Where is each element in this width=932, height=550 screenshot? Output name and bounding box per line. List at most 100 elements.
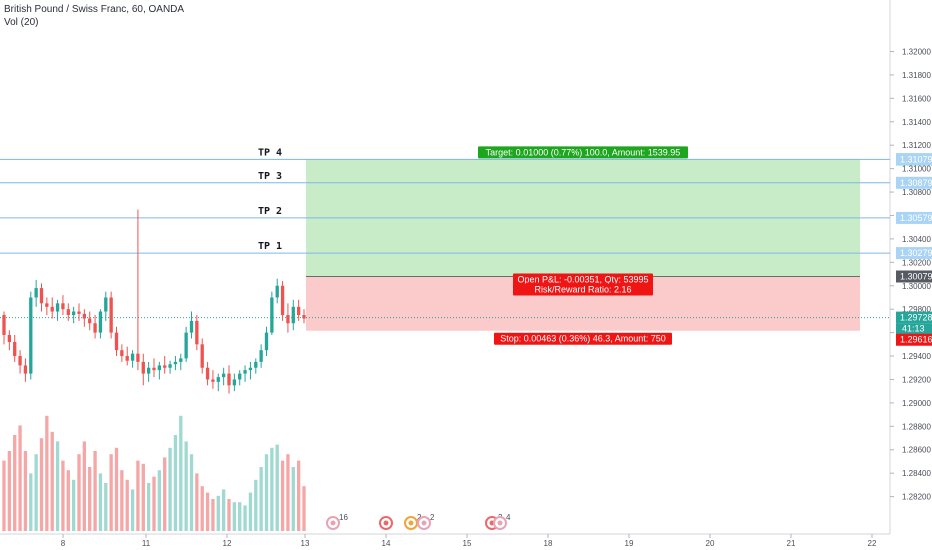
price-tick-label: 1.32000 [902, 47, 931, 56]
price-tick-label: 1.31000 [902, 165, 931, 174]
candle-body [71, 311, 76, 316]
candle-body [45, 303, 49, 307]
time-tick-label: 20 [706, 539, 715, 548]
candle-body [61, 303, 65, 310]
risk-reward-label-bg [513, 283, 653, 296]
volume-bar [291, 467, 295, 531]
candle-body [179, 358, 183, 362]
volume-bar [141, 463, 145, 531]
price-tick-label: 1.30000 [902, 282, 931, 291]
time-tick-label: 19 [625, 539, 634, 548]
time-tick-label: 15 [463, 539, 472, 548]
time-tick-label: 13 [301, 539, 310, 548]
volume-bar [270, 447, 274, 531]
price-tick-label: 1.28400 [902, 469, 931, 478]
volume-bar [109, 454, 113, 531]
volume-bar [205, 492, 210, 531]
price-tick-label: 1.30200 [902, 258, 931, 267]
price-tick-label: 1.28600 [902, 446, 931, 455]
volume-bar [120, 470, 124, 531]
candle-body [88, 318, 92, 324]
countdown-tag-bg [896, 323, 932, 335]
candle-body [195, 320, 199, 345]
volume-bar [125, 479, 129, 531]
candle-body [114, 332, 119, 351]
candle-body [125, 356, 129, 361]
stop-price-tag: 1.29616 [900, 335, 932, 345]
volume-bar [39, 438, 44, 531]
candle-body [211, 379, 215, 382]
volume-bar [243, 505, 247, 531]
price-tick-label: 1.29200 [902, 375, 931, 384]
price-tick-label: 1.29800 [902, 305, 931, 314]
candle-body [163, 365, 167, 368]
volume-bar [71, 479, 76, 531]
candle-body [280, 285, 285, 316]
volume-bar [88, 467, 92, 531]
volume-bar [264, 454, 269, 531]
candle-body [184, 332, 188, 359]
candle-body [34, 288, 38, 298]
candle-body [302, 315, 306, 319]
volume-bar [13, 435, 17, 531]
pnl-label-bg [513, 273, 653, 286]
volume-bar [189, 454, 194, 531]
candle-body [104, 297, 108, 312]
volume-bar [163, 457, 167, 531]
price-tick-label: 1.29000 [902, 399, 931, 408]
price-tick-label: 1.31400 [902, 118, 931, 127]
tp-price-tag: 1.31079 [900, 154, 932, 164]
volume-indicator-label[interactable]: Vol (20) [4, 17, 39, 28]
volume-bar [227, 499, 231, 531]
volume-bar [184, 441, 188, 531]
price-tick-label: 1.30800 [902, 188, 931, 197]
candle-body [248, 367, 253, 371]
price-tick-label: 1.28800 [902, 422, 931, 431]
tp-price-tag-bg [896, 176, 932, 189]
candle-body [152, 367, 156, 371]
tp-price-tag-bg [896, 153, 932, 166]
event-marker-count: 4 [506, 513, 511, 522]
volume-bar [114, 447, 119, 531]
volume-bar [200, 486, 204, 531]
candle-body [50, 306, 54, 312]
volume-bar [173, 435, 178, 531]
tp-level-label: TP 4 [258, 147, 282, 158]
candle-body [254, 361, 258, 368]
event-marker-dot [408, 520, 414, 526]
candle-body [296, 306, 301, 316]
volume-bar [232, 502, 237, 531]
volume-bar [275, 444, 279, 531]
volume-bar [195, 473, 199, 531]
candle-body [130, 353, 135, 361]
tp-level-label: TP 1 [258, 241, 282, 252]
volume-bar [82, 441, 87, 531]
countdown-tag: 41:13 [902, 324, 925, 334]
volume-bar [2, 460, 6, 531]
candle-body [13, 341, 17, 357]
current-price-tag: 1.29728 [900, 313, 932, 323]
volume-bar [136, 460, 140, 531]
entry-price-tag: 1.30079 [900, 272, 932, 282]
time-tick-label: 21 [787, 539, 796, 548]
volume-bar [61, 460, 65, 531]
target-label: Target: 0.01000 (0.77%) 100.0, Amount: 1… [486, 147, 681, 157]
candle-body [238, 373, 242, 380]
volume-bar [18, 425, 22, 531]
volume-bar [34, 454, 38, 531]
pnl-label: Open P&L: -0.00351, Qty: 53995 [517, 275, 648, 285]
tp-price-tag-bg [896, 211, 932, 224]
volume-bar [216, 495, 220, 531]
candle-body [221, 373, 226, 378]
candle-body [189, 320, 194, 333]
volume-bar [211, 499, 215, 531]
volume-bar [55, 441, 60, 531]
volume-bar [286, 454, 290, 531]
candle-body [205, 367, 210, 380]
tp-price-tag: 1.30279 [900, 248, 932, 258]
candle-body [259, 350, 263, 362]
symbol-title[interactable]: British Pound / Swiss Franc, 60, OANDA [4, 4, 185, 15]
time-tick-label: 22 [868, 539, 877, 548]
